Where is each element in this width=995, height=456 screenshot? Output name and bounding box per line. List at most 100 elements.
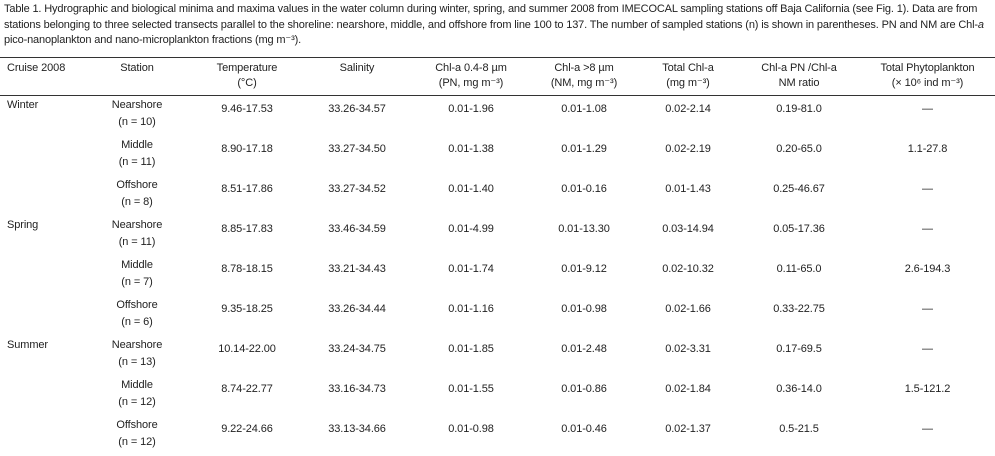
cruise-cell	[0, 176, 82, 216]
value-cell: —	[860, 416, 995, 456]
value-cell: 8.90-17.18	[192, 136, 302, 176]
station-name: Offshore	[82, 417, 192, 434]
value-cell: 0.33-22.75	[738, 296, 860, 336]
value-cell: 0.36-14.0	[738, 376, 860, 416]
value-cell: 10.14-22.00	[192, 336, 302, 376]
header-cell: Station	[82, 58, 192, 96]
value-cell: —	[860, 336, 995, 376]
value-cell: 33.24-34.75	[302, 336, 412, 376]
value-cell: 33.13-34.66	[302, 416, 412, 456]
header-line: (NM, mg m⁻³)	[530, 76, 638, 91]
value-cell: 33.26-34.57	[302, 96, 412, 137]
value-cell: 0.11-65.0	[738, 256, 860, 296]
value-cell: 33.46-34.59	[302, 216, 412, 256]
value-cell: 8.74-22.77	[192, 376, 302, 416]
value-cell: 0.05-17.36	[738, 216, 860, 256]
value-cell: 0.02-2.19	[638, 136, 738, 176]
value-cell: 0.01-1.85	[412, 336, 530, 376]
header-cell: Total Chl-a(mg m⁻³)	[638, 58, 738, 96]
value-cell: 8.78-18.15	[192, 256, 302, 296]
value-cell: 0.01-0.16	[530, 176, 638, 216]
value-cell: 0.01-2.48	[530, 336, 638, 376]
value-cell: 0.01-0.46	[530, 416, 638, 456]
station-cell: Middle(n = 12)	[82, 376, 192, 416]
station-count: (n = 12)	[82, 434, 192, 451]
station-count: (n = 11)	[82, 154, 192, 171]
header-line: (× 10⁶ ind m⁻³)	[860, 76, 995, 91]
value-cell: 0.02-2.14	[638, 96, 738, 137]
station-count: (n = 7)	[82, 274, 192, 291]
station-count: (n = 6)	[82, 314, 192, 331]
header-line: Temperature	[192, 61, 302, 76]
value-cell: —	[860, 216, 995, 256]
station-cell: Offshore(n = 6)	[82, 296, 192, 336]
header-line: Total Phytoplankton	[860, 61, 995, 76]
value-cell: —	[860, 296, 995, 336]
value-cell: 0.02-10.32	[638, 256, 738, 296]
header-cell: Total Phytoplankton(× 10⁶ ind m⁻³)	[860, 58, 995, 96]
value-cell: 33.27-34.52	[302, 176, 412, 216]
header-cell: Chl-a >8 µm(NM, mg m⁻³)	[530, 58, 638, 96]
header-line: (°C)	[192, 76, 302, 91]
value-cell: 0.01-1.43	[638, 176, 738, 216]
cruise-cell	[0, 296, 82, 336]
caption: Table 1. Hydrographic and biological min…	[4, 2, 989, 49]
value-cell: 0.02-1.66	[638, 296, 738, 336]
value-cell: 0.01-1.96	[412, 96, 530, 137]
station-name: Nearshore	[82, 217, 192, 234]
value-cell: 2.6-194.3	[860, 256, 995, 296]
value-cell: 0.03-14.94	[638, 216, 738, 256]
station-name: Middle	[82, 377, 192, 394]
value-cell: 1.1-27.8	[860, 136, 995, 176]
value-cell: 0.01-9.12	[530, 256, 638, 296]
station-count: (n = 10)	[82, 114, 192, 131]
header-line: Chl-a 0.4-8 µm	[412, 61, 530, 76]
station-name: Middle	[82, 257, 192, 274]
station-name: Offshore	[82, 177, 192, 194]
station-count: (n = 13)	[82, 354, 192, 371]
value-cell: 0.01-0.98	[412, 416, 530, 456]
header-line: Total Chl-a	[638, 61, 738, 76]
value-cell: 8.51-17.86	[192, 176, 302, 216]
cruise-cell	[0, 416, 82, 456]
cruise-cell: Summer	[0, 336, 82, 376]
caption-text: Table 1. Hydrographic and biological min…	[4, 3, 978, 31]
header-line: NM ratio	[738, 76, 860, 91]
value-cell: 0.01-1.38	[412, 136, 530, 176]
header-cell: Salinity	[302, 58, 412, 96]
value-cell: 9.22-24.66	[192, 416, 302, 456]
value-cell: 1.5-121.2	[860, 376, 995, 416]
header-line: Chl-a PN /Chl-a	[738, 61, 860, 76]
station-name: Middle	[82, 137, 192, 154]
value-cell: 0.01-1.16	[412, 296, 530, 336]
header-line: (mg m⁻³)	[638, 76, 738, 91]
cruise-cell: Spring	[0, 216, 82, 256]
value-cell: 0.01-13.30	[530, 216, 638, 256]
header-cell: Cruise 2008	[0, 58, 82, 96]
value-cell: 0.01-1.08	[530, 96, 638, 137]
value-cell: 9.46-17.53	[192, 96, 302, 137]
header-line: (PN, mg m⁻³)	[412, 76, 530, 91]
cruise-cell	[0, 136, 82, 176]
value-cell: 0.17-69.5	[738, 336, 860, 376]
station-name: Offshore	[82, 297, 192, 314]
value-cell: 9.35-18.25	[192, 296, 302, 336]
cruise-cell	[0, 256, 82, 296]
station-name: Nearshore	[82, 337, 192, 354]
station-name: Nearshore	[82, 97, 192, 114]
value-cell: 8.85-17.83	[192, 216, 302, 256]
value-cell: 0.25-46.67	[738, 176, 860, 216]
header-line: Salinity	[302, 61, 412, 76]
value-cell: 0.02-1.37	[638, 416, 738, 456]
